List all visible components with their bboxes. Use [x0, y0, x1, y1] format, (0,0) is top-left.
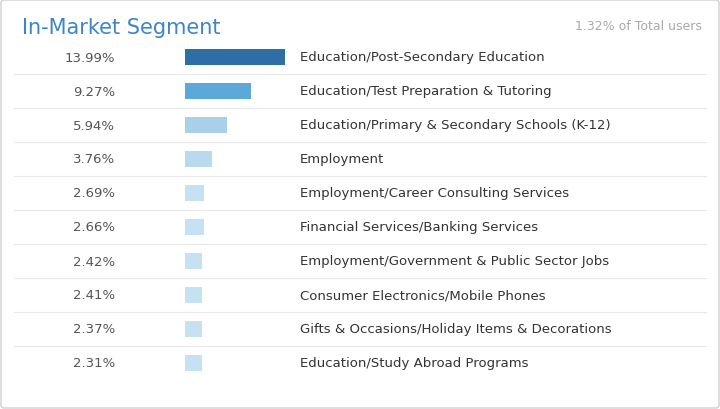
- Text: Financial Services/Banking Services: Financial Services/Banking Services: [300, 221, 538, 234]
- Text: Education/Test Preparation & Tutoring: Education/Test Preparation & Tutoring: [300, 85, 552, 98]
- Bar: [185, 50, 285, 66]
- Bar: [185, 355, 202, 371]
- Bar: [185, 118, 228, 134]
- Text: 2.37%: 2.37%: [73, 323, 115, 336]
- Text: Consumer Electronics/Mobile Phones: Consumer Electronics/Mobile Phones: [300, 289, 546, 302]
- Text: 2.66%: 2.66%: [73, 221, 115, 234]
- Text: 2.31%: 2.31%: [73, 357, 115, 370]
- Text: Education/Post-Secondary Education: Education/Post-Secondary Education: [300, 52, 544, 64]
- Bar: [185, 152, 212, 168]
- Text: Gifts & Occasions/Holiday Items & Decorations: Gifts & Occasions/Holiday Items & Decora…: [300, 323, 611, 336]
- Text: Education/Primary & Secondary Schools (K-12): Education/Primary & Secondary Schools (K…: [300, 119, 611, 132]
- Bar: [185, 186, 204, 202]
- Text: Employment: Employment: [300, 153, 384, 166]
- Bar: [185, 84, 251, 100]
- Text: 2.42%: 2.42%: [73, 255, 115, 268]
- Text: 3.76%: 3.76%: [73, 153, 115, 166]
- Text: 1.32% of Total users: 1.32% of Total users: [575, 20, 702, 33]
- Bar: [185, 321, 202, 337]
- Text: 2.41%: 2.41%: [73, 289, 115, 302]
- Text: 5.94%: 5.94%: [73, 119, 115, 132]
- Text: 2.69%: 2.69%: [73, 187, 115, 200]
- Text: 13.99%: 13.99%: [65, 52, 115, 64]
- Bar: [185, 254, 202, 270]
- Text: Employment/Career Consulting Services: Employment/Career Consulting Services: [300, 187, 569, 200]
- Bar: [185, 220, 204, 236]
- Bar: [185, 287, 202, 303]
- Text: In-Market Segment: In-Market Segment: [22, 18, 220, 38]
- Text: 9.27%: 9.27%: [73, 85, 115, 98]
- Text: Education/Study Abroad Programs: Education/Study Abroad Programs: [300, 357, 528, 370]
- Text: Employment/Government & Public Sector Jobs: Employment/Government & Public Sector Jo…: [300, 255, 609, 268]
